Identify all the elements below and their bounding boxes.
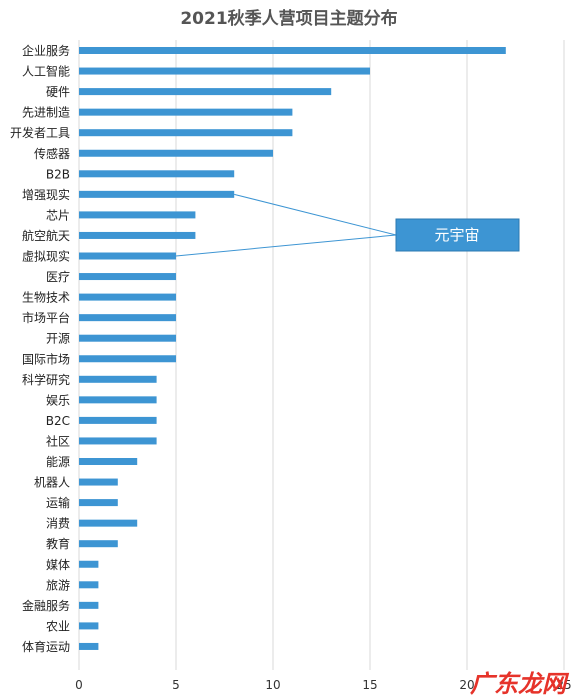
category-label: 航空航天	[22, 228, 70, 243]
category-label: 娱乐	[46, 393, 70, 407]
bar	[79, 581, 99, 589]
category-label: 旅游	[46, 578, 70, 592]
category-label: 开源	[46, 332, 70, 346]
x-tick-label: 10	[265, 678, 280, 692]
bar	[79, 190, 235, 198]
category-label: 芯片	[46, 208, 70, 222]
bar	[79, 129, 293, 137]
category-label: 生物技术	[22, 291, 70, 305]
bar	[79, 642, 99, 650]
category-label: 科学研究	[22, 372, 70, 387]
bar	[79, 458, 138, 465]
bar	[79, 519, 138, 527]
bar	[79, 314, 176, 322]
category-label: 企业服务	[22, 43, 70, 58]
annotation-box	[395, 218, 520, 252]
category-label: 国际市场	[22, 351, 70, 366]
category-label: 传感器	[34, 146, 70, 161]
category-label: 教育	[46, 536, 70, 551]
watermark: 广东龙网	[470, 670, 570, 698]
x-tick-label: 5	[172, 678, 180, 692]
bar	[79, 396, 157, 404]
annotation-leader-line	[175, 234, 397, 257]
bar	[79, 149, 273, 157]
bar	[79, 540, 118, 548]
category-label: 先进制造	[22, 106, 70, 120]
annotation-callout: 元宇宙	[175, 193, 520, 257]
category-label: 人工智能	[22, 64, 70, 79]
chart-title: 2021秋季人营项目主题分布	[180, 8, 397, 29]
category-label: B2B	[46, 167, 70, 181]
bar	[79, 355, 176, 363]
bar	[79, 560, 99, 568]
bar	[79, 375, 157, 383]
bar	[79, 88, 332, 96]
category-label: 虚拟现实	[22, 249, 70, 264]
category-label: 体育运动	[22, 639, 70, 654]
bar	[79, 478, 118, 486]
category-label: 媒体	[46, 558, 70, 572]
x-tick-label: 15	[362, 678, 377, 692]
category-label: 运输	[46, 495, 70, 510]
bar	[79, 231, 196, 239]
bar	[79, 252, 176, 260]
x-tick-label: 20	[459, 678, 474, 692]
category-label: 医疗	[46, 270, 70, 284]
x-tick-label: 25	[556, 678, 571, 692]
category-label: 开发者工具	[10, 125, 70, 140]
bar	[79, 108, 293, 116]
category-label: B2C	[46, 414, 70, 428]
category-label: 金融服务	[22, 598, 70, 613]
bar	[79, 211, 196, 219]
x-axis-ticks: 0 5 10 15 20 25	[75, 678, 571, 692]
bar	[79, 170, 235, 178]
category-label: 能源	[46, 455, 70, 469]
annotation-text: 元宇宙	[434, 226, 479, 244]
annotation-leader-line	[234, 193, 397, 236]
bar	[79, 601, 99, 609]
category-label: 机器人	[34, 476, 70, 490]
bar	[79, 437, 157, 445]
bar	[79, 273, 176, 281]
x-tick-label: 0	[75, 678, 83, 692]
bar	[79, 416, 157, 424]
category-label: 社区	[46, 433, 70, 448]
category-label: 增强现实	[22, 187, 70, 202]
category-label: 市场平台	[22, 310, 70, 325]
bar	[79, 334, 176, 342]
category-label: 消费	[46, 517, 70, 531]
bar	[79, 47, 506, 54]
bar	[79, 293, 176, 301]
bar	[79, 622, 99, 630]
category-label: 硬件	[46, 85, 70, 99]
category-label: 农业	[46, 619, 70, 633]
bar	[79, 67, 370, 75]
bars	[79, 47, 506, 650]
bar	[79, 499, 118, 507]
